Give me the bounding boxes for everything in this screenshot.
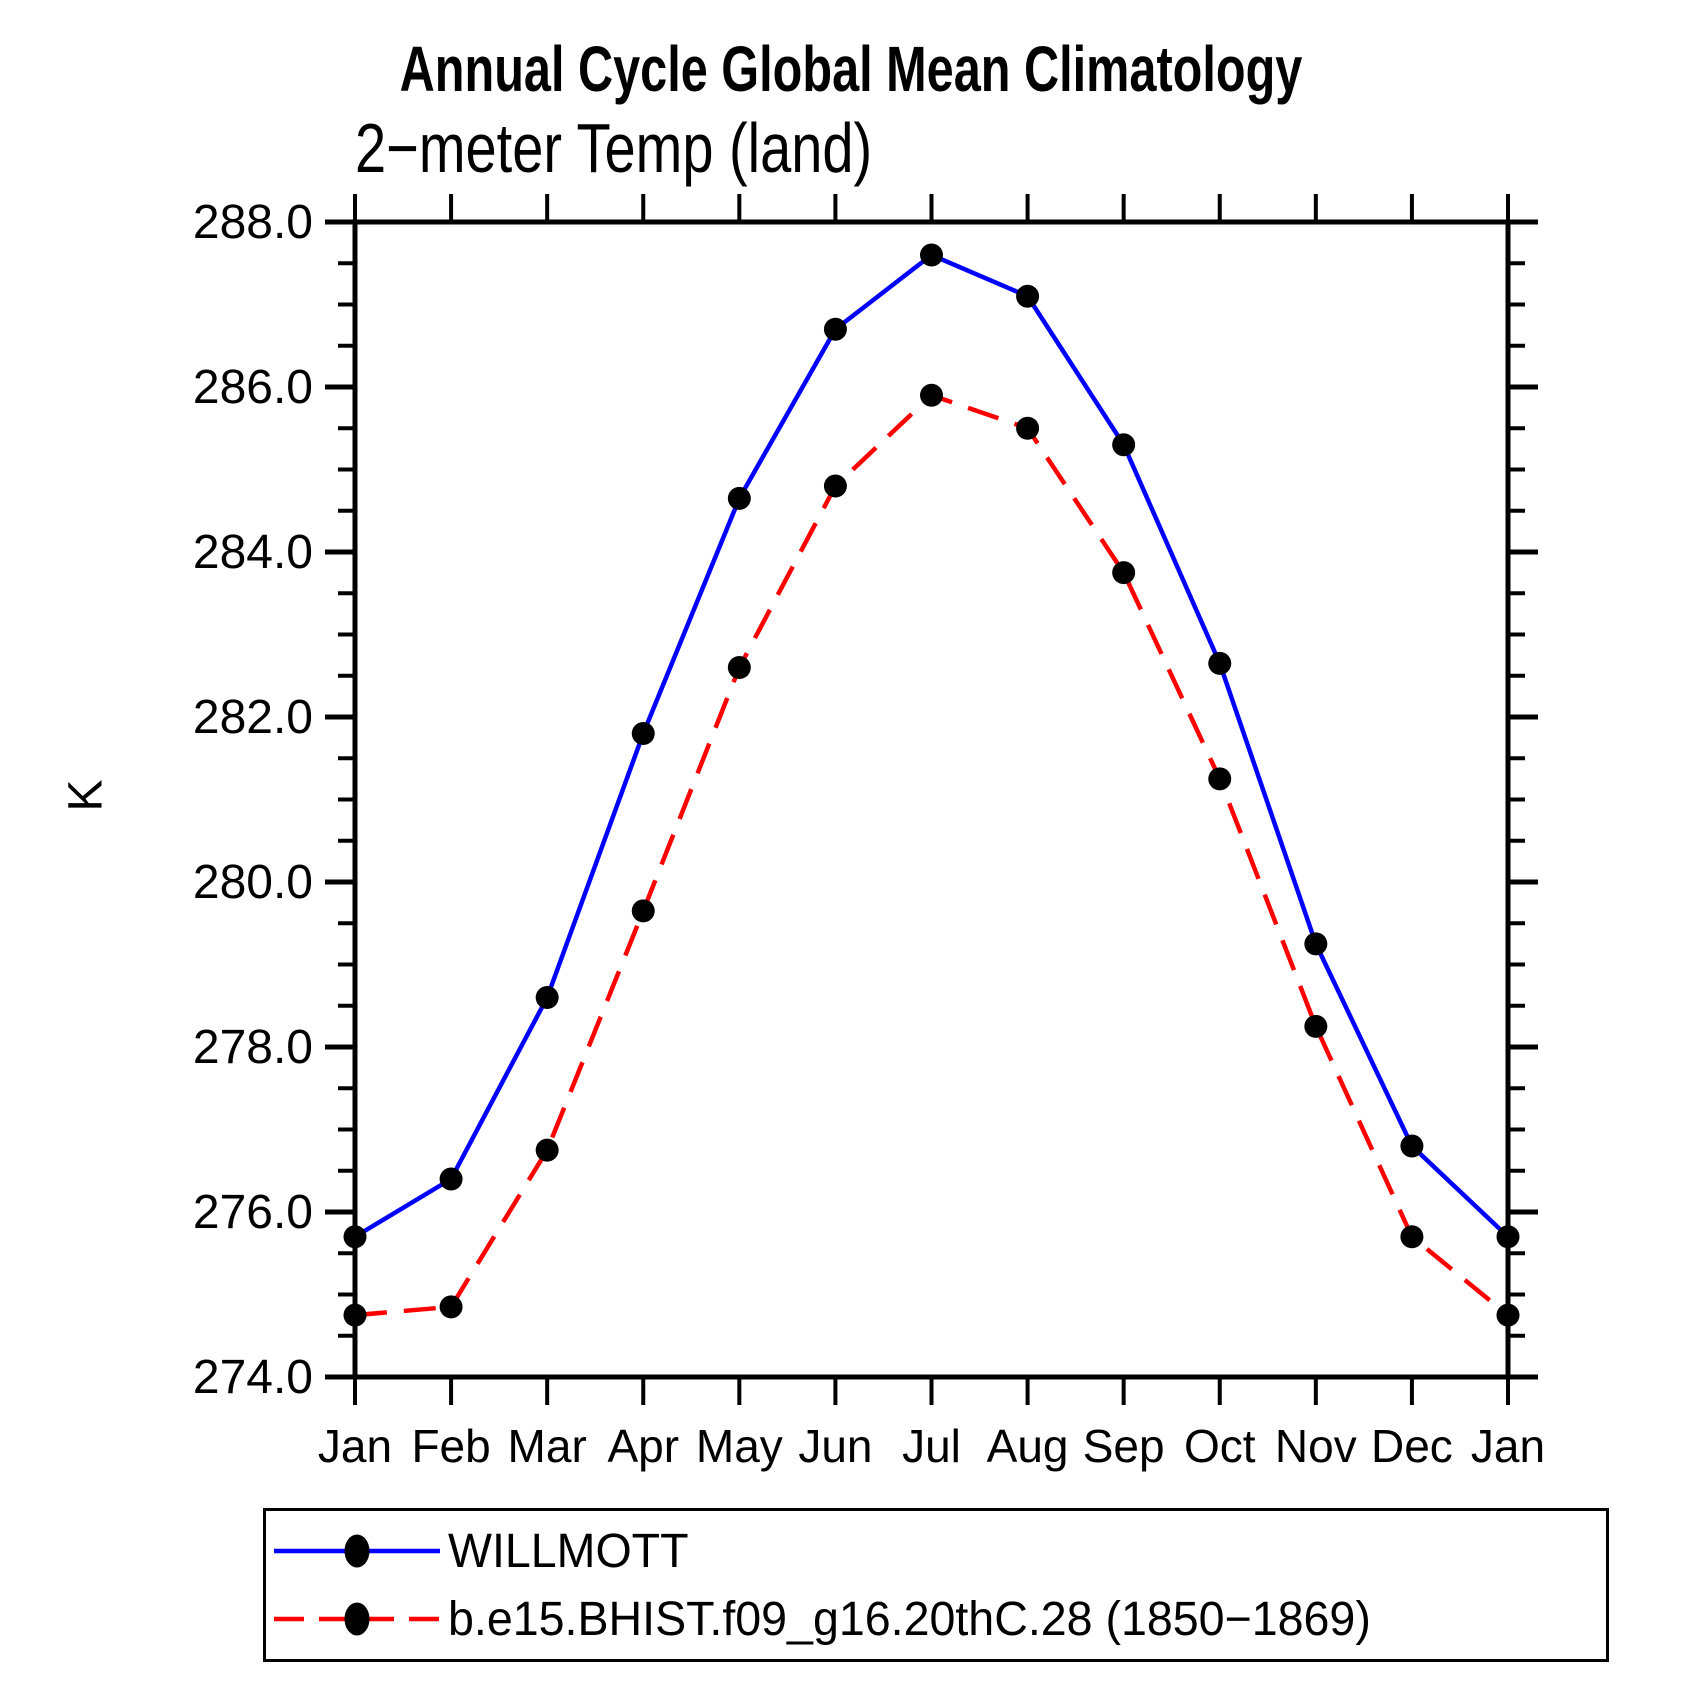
data-point-marker — [823, 317, 847, 341]
x-axis-tick-label: Jul — [902, 1420, 961, 1472]
data-point-marker — [1496, 1225, 1520, 1249]
x-axis-tick-label: Feb — [411, 1420, 490, 1472]
legend-line-sample — [274, 1534, 440, 1568]
x-axis-tick-label: Apr — [607, 1420, 679, 1472]
x-axis-tick-label: Jan — [318, 1420, 392, 1472]
data-point-marker — [727, 656, 751, 679]
data-point-marker — [920, 243, 943, 267]
y-axis-tick-label: 276.0 — [193, 1186, 313, 1239]
legend-line-sample — [274, 1602, 440, 1636]
y-axis-tick-label: 288.0 — [193, 196, 313, 249]
data-point-marker — [727, 486, 751, 510]
data-point-marker — [1496, 1303, 1520, 1327]
x-axis-tick-label: Nov — [1275, 1420, 1357, 1472]
data-point-marker — [1016, 284, 1040, 308]
data-point-marker — [535, 986, 559, 1009]
x-axis-tick-label: Sep — [1083, 1420, 1165, 1472]
data-point-marker — [1208, 767, 1232, 791]
data-point-marker — [535, 1138, 559, 1162]
data-point-marker — [631, 722, 655, 745]
data-point-marker — [1304, 1014, 1328, 1038]
data-point-marker — [1208, 651, 1232, 675]
legend-label: WILLMOTT — [448, 1524, 689, 1578]
data-point-marker — [343, 1225, 367, 1249]
data-point-marker — [1112, 433, 1136, 457]
legend-label: b.e15.BHIST.f09_g16.20thC.28 (1850−1869) — [448, 1592, 1371, 1646]
series-line-1 — [354, 393, 1510, 1318]
y-axis-tick-label: 284.0 — [193, 526, 313, 579]
x-axis-tick-label: Jan — [1471, 1420, 1545, 1472]
data-point-marker — [343, 1303, 367, 1327]
legend-item-model: b.e15.BHIST.f09_g16.20thC.28 (1850−1869) — [272, 1591, 1606, 1647]
data-point-marker — [1400, 1225, 1424, 1249]
data-point-marker — [1112, 561, 1136, 585]
legend: WILLMOTT b.e15.BHIST.f09_g16.20thC.28 (1… — [263, 1508, 1609, 1662]
x-axis-tick-label: Aug — [987, 1420, 1069, 1472]
x-axis-tick-label: Dec — [1371, 1420, 1453, 1472]
legend-sample-marker — [344, 1534, 370, 1568]
y-axis-tick-label: 282.0 — [193, 691, 313, 744]
data-point-marker — [920, 383, 943, 407]
x-axis-tick-label: May — [696, 1420, 783, 1472]
legend-sample-marker — [344, 1602, 370, 1636]
data-point-marker — [823, 474, 847, 498]
y-axis-tick-label: 280.0 — [193, 856, 313, 909]
legend-item-willmott: WILLMOTT — [272, 1523, 1606, 1579]
data-point-marker — [1016, 416, 1040, 440]
x-axis-tick-label: Mar — [508, 1420, 587, 1472]
chart-title: Annual Cycle Global Mean Climatology — [399, 33, 1303, 105]
data-point-marker — [439, 1295, 463, 1319]
data-point-marker — [631, 899, 655, 923]
data-point-marker — [1400, 1134, 1424, 1158]
y-axis-tick-label: 286.0 — [193, 361, 313, 414]
x-axis-tick-label: Oct — [1184, 1420, 1256, 1472]
data-point-marker — [439, 1167, 463, 1191]
y-axis-tick-label: 274.0 — [193, 1351, 313, 1404]
data-point-marker — [1304, 932, 1328, 956]
chart-subtitle: 2−meter Temp (land) — [355, 109, 873, 187]
y-axis-tick-label: 278.0 — [193, 1021, 313, 1074]
x-axis-tick-label: Jun — [798, 1420, 872, 1472]
